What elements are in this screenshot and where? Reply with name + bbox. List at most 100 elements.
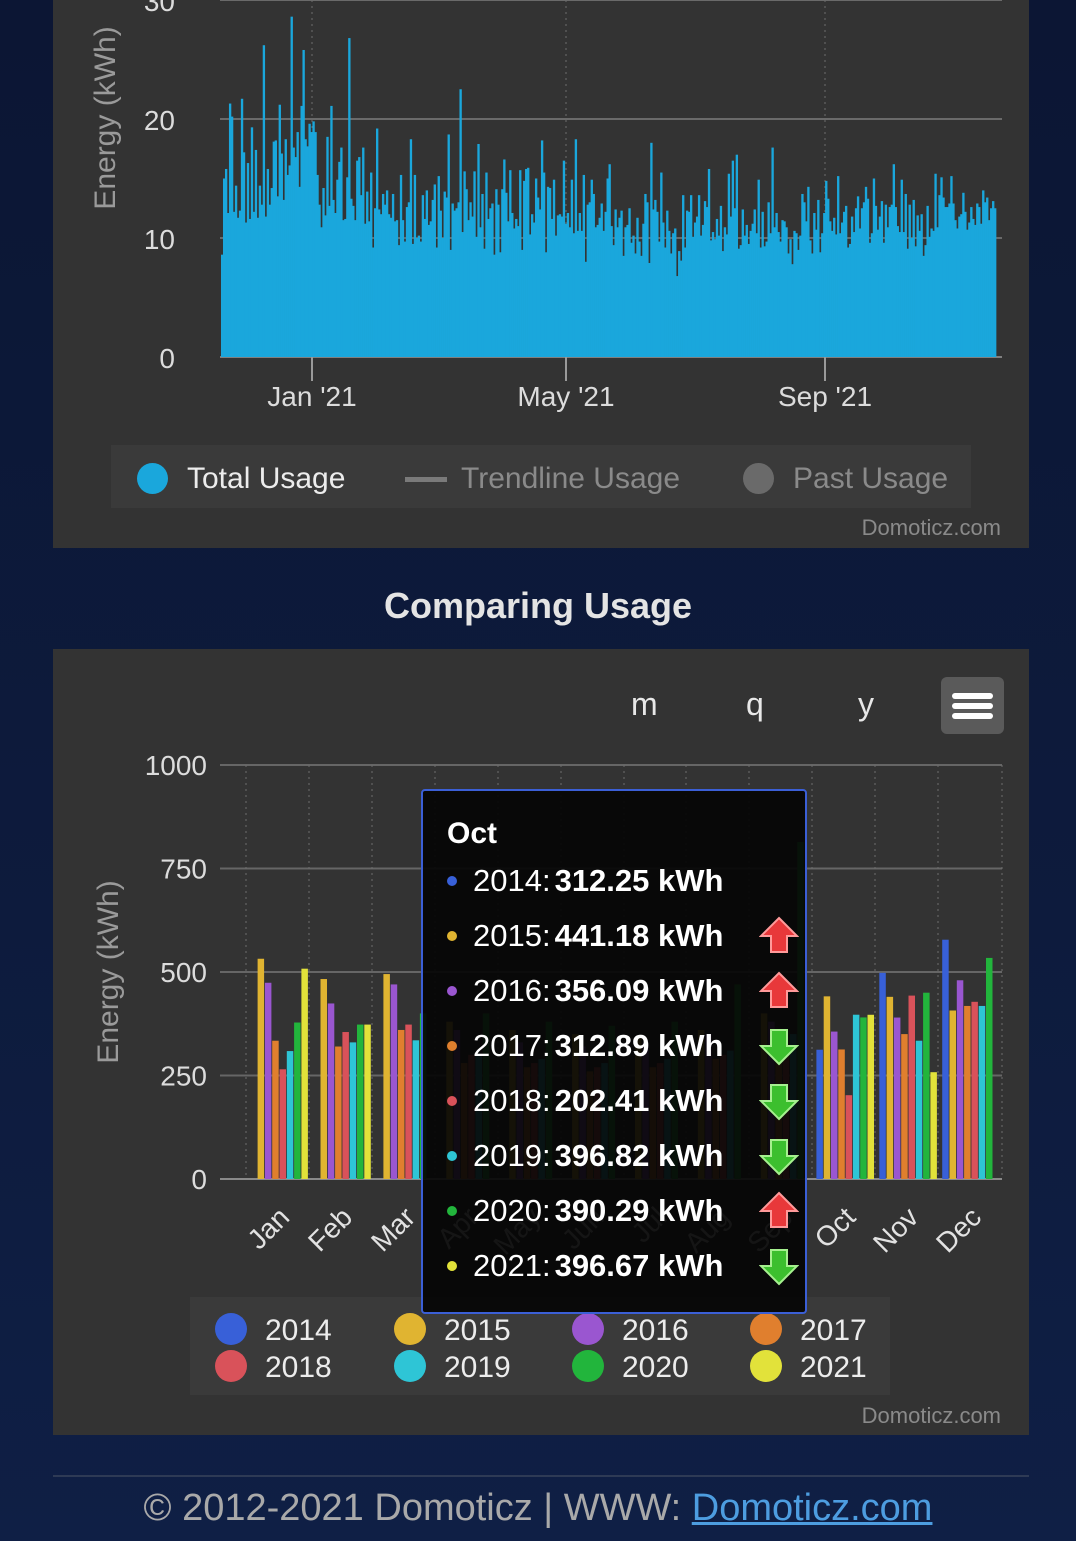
bar bbox=[604, 211, 607, 357]
bar bbox=[739, 245, 742, 357]
bar bbox=[257, 958, 265, 1179]
bar bbox=[495, 189, 498, 357]
bar bbox=[795, 233, 798, 357]
period-quarter-button[interactable]: q bbox=[746, 686, 764, 722]
bar bbox=[785, 227, 788, 357]
bar bbox=[578, 213, 582, 357]
bar bbox=[335, 1046, 342, 1179]
bar bbox=[499, 252, 502, 357]
bar bbox=[833, 217, 836, 357]
bar bbox=[316, 174, 319, 357]
bar bbox=[606, 178, 609, 357]
bar bbox=[900, 179, 903, 357]
bar bbox=[252, 211, 256, 357]
bar bbox=[262, 45, 266, 357]
bar bbox=[477, 143, 480, 357]
bar bbox=[296, 132, 299, 357]
tooltip-year: 2018: bbox=[473, 1083, 551, 1118]
bar bbox=[628, 208, 631, 357]
bar bbox=[240, 98, 244, 358]
bar bbox=[958, 216, 961, 357]
bar bbox=[427, 224, 431, 357]
bar bbox=[279, 1069, 286, 1179]
bar bbox=[642, 223, 645, 357]
bar bbox=[602, 230, 605, 357]
bar bbox=[948, 203, 951, 357]
bar bbox=[336, 179, 339, 357]
bar bbox=[328, 205, 331, 357]
bar bbox=[990, 208, 993, 357]
bar bbox=[949, 1010, 956, 1179]
bar bbox=[618, 217, 621, 357]
legend-label: 2016 bbox=[622, 1314, 689, 1347]
bar bbox=[534, 178, 538, 357]
bar bbox=[552, 179, 556, 357]
credit-link[interactable]: Domoticz.com bbox=[861, 515, 1001, 540]
bar bbox=[491, 203, 494, 357]
bar bbox=[896, 226, 899, 357]
bar bbox=[226, 213, 230, 357]
bar bbox=[731, 160, 735, 357]
credit-link[interactable]: Domoticz.com bbox=[861, 1403, 1001, 1428]
arrow-up-icon bbox=[759, 916, 799, 953]
bar bbox=[525, 168, 528, 357]
bar bbox=[866, 198, 870, 357]
tooltip-row: 2014: 312.25 kWh bbox=[447, 863, 723, 903]
bar bbox=[399, 174, 403, 357]
footer-link[interactable]: Domoticz.com bbox=[691, 1487, 933, 1529]
bar bbox=[354, 220, 357, 357]
tooltip-row: 2016: 356.09 kWh bbox=[447, 971, 799, 1013]
bar bbox=[505, 192, 508, 357]
legend-label: 2017 bbox=[800, 1314, 867, 1347]
bar bbox=[946, 207, 949, 357]
bar bbox=[819, 252, 822, 357]
bar bbox=[590, 179, 593, 357]
bar bbox=[580, 230, 584, 357]
bar bbox=[680, 260, 683, 357]
bar bbox=[348, 38, 351, 357]
bar bbox=[473, 171, 476, 357]
bar bbox=[224, 168, 228, 357]
bar bbox=[362, 147, 365, 357]
bar bbox=[290, 16, 293, 357]
bar bbox=[968, 222, 971, 357]
bar bbox=[256, 217, 260, 357]
bar bbox=[976, 203, 979, 357]
bar bbox=[320, 979, 327, 1179]
period-year-button[interactable]: y bbox=[858, 686, 874, 722]
chart-menu-button[interactable] bbox=[941, 677, 1004, 734]
bar bbox=[228, 103, 232, 357]
bar bbox=[858, 228, 862, 357]
bar bbox=[687, 211, 691, 357]
bar bbox=[886, 227, 890, 357]
bar bbox=[763, 246, 766, 357]
bar bbox=[745, 224, 748, 357]
tooltip-value: 441.18 kWh bbox=[554, 918, 724, 953]
bar bbox=[964, 211, 967, 357]
bar bbox=[984, 202, 987, 357]
tooltip-row: 2018: 202.41 kWh bbox=[447, 1083, 799, 1123]
bar bbox=[662, 222, 665, 357]
bar bbox=[479, 227, 482, 357]
bar bbox=[574, 139, 578, 357]
bar bbox=[340, 147, 343, 357]
series-bullet bbox=[447, 930, 457, 941]
bar bbox=[765, 241, 768, 357]
bar bbox=[986, 957, 993, 1179]
comparing-usage-title: Comparing Usage bbox=[383, 585, 693, 626]
bar bbox=[542, 172, 546, 357]
bar bbox=[789, 239, 792, 357]
chart-tooltip: Oct 2014: 312.25 kWh 2015: 441.18 kWh 2016: 3… bbox=[421, 789, 807, 1314]
bar bbox=[531, 214, 534, 357]
bar bbox=[357, 1024, 364, 1179]
bar bbox=[936, 227, 939, 357]
bar bbox=[390, 984, 398, 1179]
bar bbox=[260, 204, 264, 357]
bar bbox=[327, 1003, 335, 1179]
bar bbox=[848, 243, 852, 357]
bar bbox=[992, 201, 995, 357]
bar bbox=[678, 251, 681, 357]
y-tick-label: 500 bbox=[160, 957, 207, 988]
period-month-button[interactable]: m bbox=[631, 686, 658, 722]
bar bbox=[415, 238, 419, 357]
